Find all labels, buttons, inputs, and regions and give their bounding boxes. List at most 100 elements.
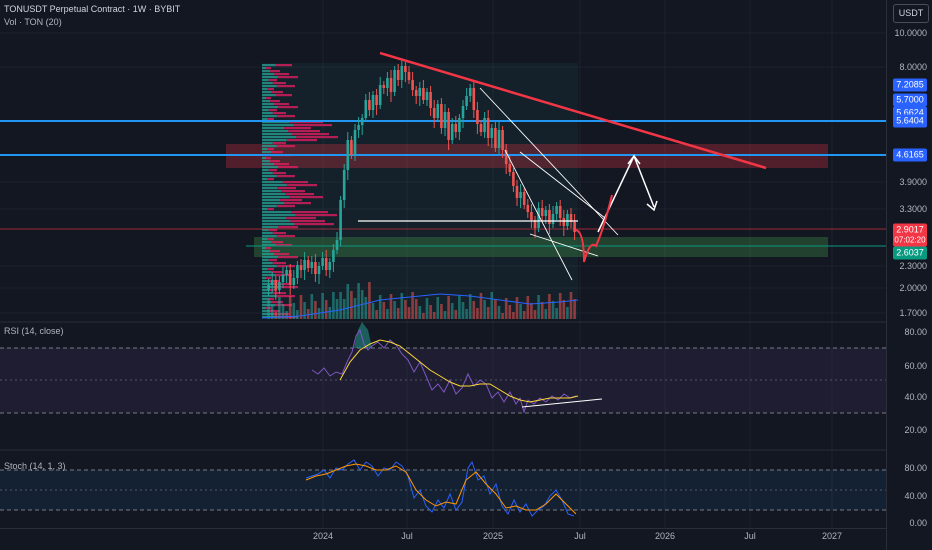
candle-body (483, 118, 486, 132)
candle-body (317, 266, 321, 274)
candle-body (562, 218, 566, 226)
profile-bar (262, 214, 296, 217)
profile-bar (262, 103, 275, 106)
profile-bar (296, 136, 338, 139)
volume-bar (472, 301, 476, 319)
candle-body (296, 265, 299, 278)
volume-bar (310, 294, 314, 319)
profile-bar (266, 157, 271, 160)
candle-body (278, 282, 281, 290)
profile-bar (262, 247, 267, 250)
candle-body (440, 104, 443, 128)
profile-bar (262, 244, 276, 247)
volume-bar (508, 305, 512, 319)
volume-bar (389, 294, 393, 319)
profile-bar (276, 145, 295, 148)
profile-bar (289, 196, 323, 199)
price-tick: 10.0000 (894, 28, 927, 38)
profile-bar (268, 79, 277, 82)
profile-bar (276, 265, 295, 268)
volume-bar (339, 292, 342, 319)
volume-bar (512, 312, 515, 319)
volume-bar (278, 297, 281, 319)
profile-bar (281, 190, 305, 193)
profile-bar (274, 283, 289, 286)
profile-bar (262, 109, 269, 112)
profile-bar (262, 115, 277, 118)
profile-bar (262, 148, 268, 151)
profile-bar (268, 229, 277, 232)
projection-arrowhead-up (627, 154, 641, 165)
volume-bar (299, 295, 303, 319)
profile-bar (292, 133, 329, 136)
profile-bar (272, 142, 286, 145)
profile-bar (274, 253, 289, 256)
profile-bar (262, 151, 272, 154)
candle-body (422, 88, 425, 100)
stoch-legend: Stoch (14, 1, 3) (4, 461, 66, 471)
candle-body (339, 200, 342, 240)
volume-bar (458, 295, 461, 319)
profile-bar (262, 202, 285, 205)
profile-bar (271, 241, 283, 244)
volume-bar (267, 298, 270, 319)
price-tick: 3.9000 (899, 177, 927, 187)
profile-bar (284, 127, 311, 130)
volume-bar (303, 302, 306, 319)
volume-bar (555, 308, 558, 319)
volume-bar (425, 298, 429, 319)
profile-bar (262, 166, 279, 169)
volume-bar (494, 299, 497, 319)
profile-bar (262, 256, 279, 259)
profile-bar (262, 211, 292, 214)
candle-body (465, 96, 468, 106)
chart-title: TONUSDT Perpetual Contract · 1W · BYBIT (4, 4, 181, 14)
profile-bar (262, 310, 271, 313)
profile-bar (266, 97, 271, 100)
volume-bar (468, 294, 472, 319)
candle-body (306, 260, 310, 268)
candle-body (555, 206, 558, 214)
volume-bar (292, 303, 296, 319)
currency-button[interactable]: USDT (893, 4, 929, 23)
volume-bar (562, 300, 566, 319)
volume-bar (335, 299, 339, 319)
candle-body (285, 270, 288, 275)
profile-bar (262, 220, 291, 223)
price-tag: 5.6404 (893, 114, 927, 128)
candle-body (436, 104, 440, 118)
profile-bar (262, 76, 279, 79)
price-axis[interactable]: 10.0000 8.0000 3.9000 3.3000 2.3000 2.00… (886, 0, 932, 550)
candle-body (501, 130, 504, 150)
volume-bar (497, 306, 501, 319)
profile-bar (262, 79, 269, 82)
profile-bar (275, 64, 292, 67)
profile-bar (262, 73, 275, 76)
chart-canvas[interactable] (0, 0, 886, 550)
candle-body (540, 208, 544, 216)
volume-bar (350, 291, 353, 319)
candle-body (537, 208, 540, 228)
candle-body (368, 100, 371, 110)
volume-bar (357, 283, 360, 319)
profile-bar (262, 112, 273, 115)
candle-body (558, 206, 562, 218)
profile-bar (262, 259, 269, 262)
time-label: 2024 (312, 531, 334, 541)
profile-bar (262, 175, 277, 178)
profile-bar (262, 283, 275, 286)
candle-body (504, 150, 508, 164)
profile-bar (262, 142, 273, 145)
volume-bar (400, 293, 404, 319)
candle-body (530, 212, 533, 220)
price-tag: 2.6037 (893, 246, 927, 260)
candle-body (508, 164, 512, 172)
profile-bar (286, 217, 316, 220)
candle-body (490, 128, 494, 138)
volume-bar (432, 312, 436, 319)
volume-bar (490, 292, 494, 319)
profile-bar (277, 187, 296, 190)
profile-bar (278, 106, 298, 109)
candle-body (526, 205, 530, 212)
volume-bar (364, 297, 368, 319)
